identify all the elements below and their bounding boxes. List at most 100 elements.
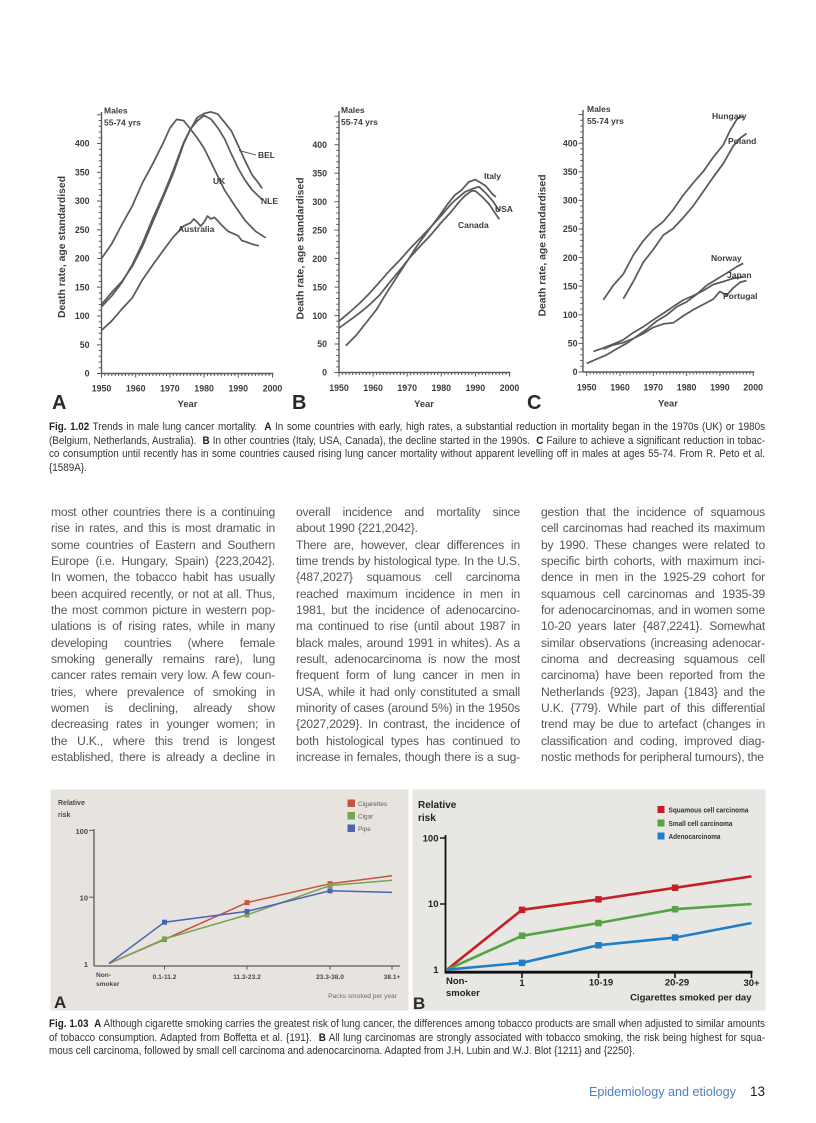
svg-text:200: 200 xyxy=(563,253,578,263)
svg-text:55-74 yrs: 55-74 yrs xyxy=(104,118,141,128)
svg-text:USA: USA xyxy=(495,204,513,214)
svg-text:2000: 2000 xyxy=(500,383,520,393)
svg-text:1970: 1970 xyxy=(397,383,417,393)
svg-text:0: 0 xyxy=(573,367,578,377)
svg-text:23.3-38.0: 23.3-38.0 xyxy=(316,974,344,981)
svg-text:Adenocarcinoma: Adenocarcinoma xyxy=(669,832,722,841)
svg-text:400: 400 xyxy=(563,138,578,148)
svg-text:2000: 2000 xyxy=(743,383,763,393)
svg-text:B: B xyxy=(292,392,306,414)
svg-text:1: 1 xyxy=(433,965,439,976)
svg-text:Males: Males xyxy=(104,106,128,116)
svg-text:100: 100 xyxy=(423,834,439,845)
svg-text:C: C xyxy=(527,392,541,414)
svg-text:350: 350 xyxy=(563,167,578,177)
svg-text:A: A xyxy=(54,993,66,1012)
svg-text:150: 150 xyxy=(563,281,578,291)
svg-text:50: 50 xyxy=(80,340,90,350)
svg-text:350: 350 xyxy=(312,168,327,178)
svg-text:0: 0 xyxy=(322,368,327,378)
svg-text:1980: 1980 xyxy=(432,383,452,393)
svg-text:10: 10 xyxy=(428,899,439,910)
svg-text:risk: risk xyxy=(418,813,436,824)
svg-text:Australia: Australia xyxy=(178,224,215,234)
svg-text:300: 300 xyxy=(75,196,90,206)
svg-text:Canada: Canada xyxy=(458,220,489,230)
svg-text:Cigarettes: Cigarettes xyxy=(358,801,387,808)
svg-text:Norway: Norway xyxy=(711,253,742,263)
svg-text:Cigarettes smoked per day: Cigarettes smoked per day xyxy=(630,993,752,1004)
svg-text:150: 150 xyxy=(75,282,90,292)
svg-text:Year: Year xyxy=(414,398,434,409)
svg-text:400: 400 xyxy=(75,139,90,149)
svg-text:300: 300 xyxy=(563,196,578,206)
svg-text:B: B xyxy=(413,994,425,1013)
svg-text:Year: Year xyxy=(658,398,678,409)
svg-text:Poland: Poland xyxy=(728,136,756,146)
svg-text:1: 1 xyxy=(84,960,88,969)
svg-text:250: 250 xyxy=(563,224,578,234)
svg-text:Italy: Italy xyxy=(484,171,501,181)
svg-text:100: 100 xyxy=(75,827,88,836)
svg-text:200: 200 xyxy=(75,254,90,264)
svg-text:Non-: Non- xyxy=(446,976,468,987)
svg-text:50: 50 xyxy=(568,339,578,349)
svg-text:1970: 1970 xyxy=(160,384,180,394)
svg-text:1950: 1950 xyxy=(577,383,597,393)
svg-text:400: 400 xyxy=(312,140,327,150)
svg-text:Non-: Non- xyxy=(96,972,111,979)
svg-text:Death rate, age standardised: Death rate, age standardised xyxy=(57,176,68,318)
svg-text:Death rate, age standardised: Death rate, age standardised xyxy=(296,177,307,319)
svg-text:Squamous cell carcinoma: Squamous cell carcinoma xyxy=(669,806,750,815)
svg-text:38.1+: 38.1+ xyxy=(384,974,401,981)
svg-text:1990: 1990 xyxy=(710,383,730,393)
svg-text:Portugal: Portugal xyxy=(723,291,757,301)
svg-text:BEL: BEL xyxy=(258,150,275,160)
svg-text:1990: 1990 xyxy=(466,383,486,393)
svg-text:Japan: Japan xyxy=(727,270,752,280)
svg-text:100: 100 xyxy=(75,311,90,321)
svg-text:1950: 1950 xyxy=(92,384,112,394)
svg-text:risk: risk xyxy=(58,812,71,819)
svg-text:0: 0 xyxy=(85,369,90,379)
svg-text:1980: 1980 xyxy=(194,384,214,394)
svg-text:11.3-23.2: 11.3-23.2 xyxy=(233,974,261,981)
svg-text:UK: UK xyxy=(213,176,226,186)
svg-text:Year: Year xyxy=(178,398,198,409)
svg-text:55-74 yrs: 55-74 yrs xyxy=(587,116,624,126)
svg-text:1970: 1970 xyxy=(644,383,664,393)
svg-text:Males: Males xyxy=(587,104,611,114)
svg-text:250: 250 xyxy=(312,225,327,235)
svg-text:150: 150 xyxy=(312,282,327,292)
svg-text:1960: 1960 xyxy=(126,384,146,394)
svg-text:Cigar: Cigar xyxy=(358,814,374,821)
svg-text:1: 1 xyxy=(519,978,525,989)
svg-text:1980: 1980 xyxy=(677,383,697,393)
svg-text:50: 50 xyxy=(317,339,327,349)
svg-text:1990: 1990 xyxy=(229,384,249,394)
svg-text:100: 100 xyxy=(312,311,327,321)
svg-text:Hungary: Hungary xyxy=(712,111,747,121)
svg-text:Males: Males xyxy=(341,105,365,115)
svg-text:smoker: smoker xyxy=(96,981,120,988)
svg-text:55-74 yrs: 55-74 yrs xyxy=(341,117,378,127)
svg-text:Relative: Relative xyxy=(58,800,85,807)
svg-text:30+: 30+ xyxy=(743,978,760,989)
svg-text:Small cell carcinoma: Small cell carcinoma xyxy=(669,819,734,828)
svg-text:1950: 1950 xyxy=(329,383,349,393)
svg-text:300: 300 xyxy=(312,197,327,207)
svg-text:1960: 1960 xyxy=(363,383,383,393)
svg-text:Pipe: Pipe xyxy=(358,826,371,833)
svg-text:20-29: 20-29 xyxy=(665,978,689,989)
svg-text:NLE: NLE xyxy=(261,196,278,206)
svg-text:A: A xyxy=(52,392,66,414)
svg-text:1960: 1960 xyxy=(610,383,630,393)
svg-text:350: 350 xyxy=(75,168,90,178)
svg-text:2000: 2000 xyxy=(263,384,283,394)
svg-text:10: 10 xyxy=(80,894,88,903)
svg-text:Relative: Relative xyxy=(418,800,457,811)
svg-text:100: 100 xyxy=(563,310,578,320)
svg-text:Packs smoked per year: Packs smoked per year xyxy=(328,993,398,1000)
svg-text:smoker: smoker xyxy=(446,988,480,999)
svg-text:200: 200 xyxy=(312,254,327,264)
